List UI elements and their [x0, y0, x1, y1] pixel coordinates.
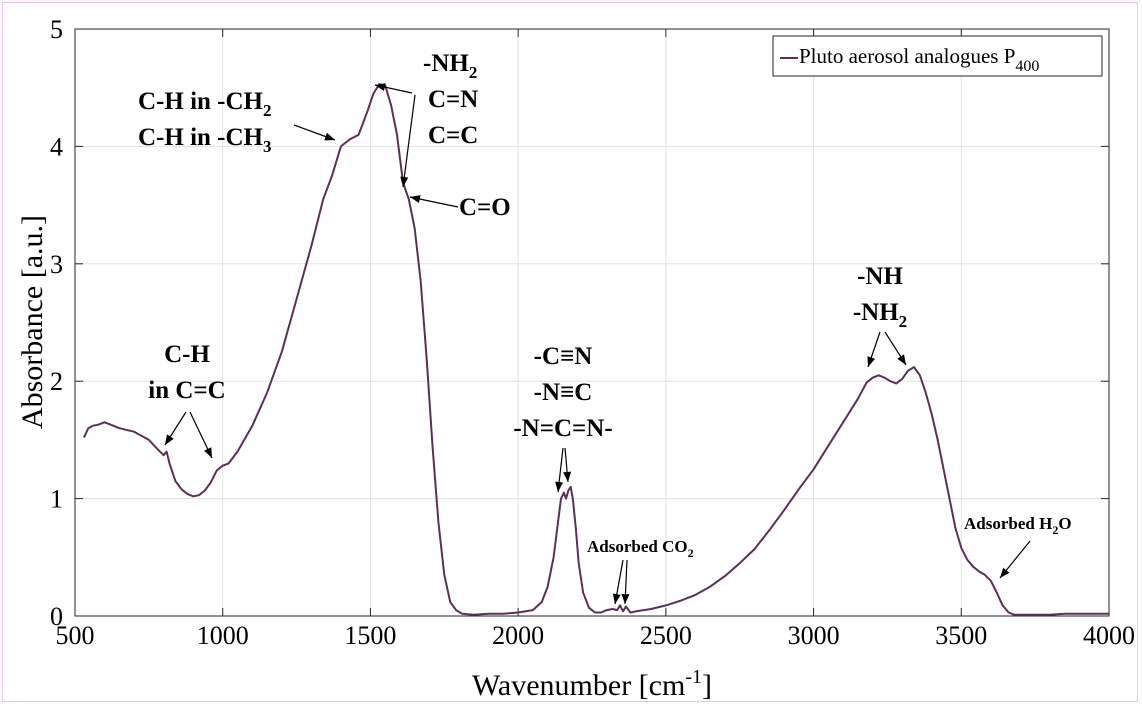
annotation-line: C=C [428, 122, 478, 149]
annotation-line: C=N [428, 86, 478, 113]
annotation-line: Adsorbed CO2 [587, 537, 694, 560]
annotation-line: C-H in -CH2 [138, 88, 272, 120]
annotation-nitrile: -C≡N -N≡C -N=C=N- [513, 343, 612, 442]
series-line [82, 83, 1109, 616]
annotation-nh-nh2: -NH -NH2 [853, 263, 907, 331]
legend-label: Pluto aerosol analogues P400 [799, 44, 1039, 75]
annotation-nh2-cn-cc: -NH2 C=N C=C [423, 50, 478, 149]
annotation-co2: Adsorbed CO2 [587, 537, 694, 560]
arrow-head [324, 132, 335, 141]
annotation-ch-ch2-ch3: C-H in -CH2 C-H in -CH3 [138, 88, 272, 156]
annotation-line: C=O [459, 194, 511, 221]
annotation-ch-cc: C-H in C=C [148, 341, 225, 404]
x-tick-label: 3500 [935, 621, 987, 650]
x-tick-label: 1500 [344, 621, 396, 650]
arrow-head [612, 593, 621, 604]
arrow-head [400, 176, 409, 187]
annotation-line: -N=C=N- [513, 415, 612, 442]
annotation-line: -NH [857, 263, 903, 290]
annotation-line: C-H in -CH3 [138, 124, 272, 156]
y-tick-label: 2 [50, 367, 63, 396]
annotation-line: -NH2 [423, 50, 477, 82]
annotation-line: Adsorbed H2O [964, 514, 1072, 537]
x-tick-label: 3000 [788, 621, 840, 650]
x-tick-label: 2500 [640, 621, 692, 650]
legend-box [772, 35, 1103, 77]
x-tick-label: 4000 [1083, 621, 1135, 650]
annotation-co: C=O [459, 194, 511, 221]
arrow-head [621, 593, 630, 604]
arrow-head [165, 434, 174, 445]
annotation-line: -C≡N [534, 343, 593, 370]
x-tick-label: 2000 [492, 621, 544, 650]
arrow-head [1000, 567, 1010, 578]
arrow-head [204, 447, 212, 458]
x-tick-label: 1000 [197, 621, 249, 650]
annotation-line: -N≡C [534, 379, 593, 406]
x-axis-label: Wavenumber [cm-1] [472, 666, 712, 702]
annotation-arrows [164, 83, 1031, 605]
arrow-head [563, 471, 572, 482]
arrow-head [897, 354, 906, 365]
axis-ticks: 500 1000 1500 2000 2500 3000 3500 4000 0 1 2 3 4 5 [50, 15, 1135, 650]
x-tick-label: 500 [56, 621, 95, 650]
y-tick-label: 5 [50, 15, 63, 44]
series-layer [82, 83, 1109, 616]
y-tick-label: 1 [50, 485, 63, 514]
arrow-line [402, 94, 416, 188]
annotation-line: C-H [164, 341, 210, 368]
annotation-line: in C=C [148, 377, 225, 404]
arrow-head [867, 356, 876, 367]
y-tick-label: 4 [50, 132, 63, 161]
y-tick-label: 0 [50, 602, 63, 631]
arrow-head [410, 195, 421, 203]
arrow-head [375, 83, 386, 92]
figure-border [2, 2, 1138, 702]
annotation-line: -NH2 [853, 299, 907, 331]
arrow-head [555, 481, 564, 492]
plot-area-border [74, 28, 1110, 617]
annotation-h2o: Adsorbed H2O [964, 514, 1072, 537]
y-tick-label: 3 [50, 250, 63, 279]
legend: Pluto aerosol analogues P400 [772, 35, 1103, 77]
y-axis-label: Absorbance [a.u.] [16, 215, 49, 429]
